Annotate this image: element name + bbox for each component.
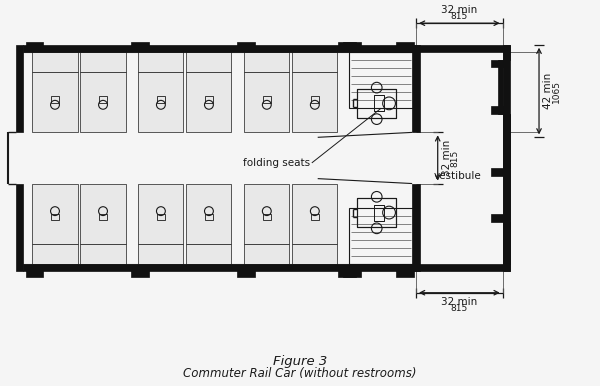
Bar bbox=[503, 114, 509, 168]
Bar bbox=[80, 52, 125, 72]
Text: 815: 815 bbox=[451, 12, 468, 21]
Bar bbox=[374, 205, 383, 220]
Bar bbox=[343, 42, 361, 51]
Bar bbox=[157, 214, 165, 220]
Bar bbox=[503, 52, 509, 59]
Bar bbox=[498, 59, 503, 114]
Bar bbox=[412, 45, 420, 132]
Bar bbox=[51, 214, 59, 220]
Bar bbox=[263, 96, 271, 103]
Text: Commuter Rail Car (without restrooms): Commuter Rail Car (without restrooms) bbox=[183, 367, 417, 380]
Bar bbox=[343, 268, 361, 277]
Text: 42 min: 42 min bbox=[543, 73, 553, 109]
Bar bbox=[311, 214, 319, 220]
Bar bbox=[32, 244, 77, 264]
Bar bbox=[244, 244, 289, 264]
Bar bbox=[374, 95, 383, 111]
Bar bbox=[205, 214, 213, 220]
Text: 32 min: 32 min bbox=[442, 140, 452, 176]
Bar bbox=[131, 268, 149, 277]
Bar bbox=[26, 268, 43, 277]
Bar bbox=[99, 214, 107, 220]
Bar bbox=[16, 184, 23, 271]
Bar bbox=[32, 184, 77, 244]
Bar bbox=[397, 268, 414, 277]
Bar bbox=[416, 45, 509, 52]
Bar bbox=[292, 244, 337, 264]
Bar bbox=[412, 184, 420, 271]
Text: 815: 815 bbox=[451, 303, 468, 313]
Bar bbox=[503, 45, 509, 271]
Text: Figure 3: Figure 3 bbox=[273, 355, 327, 368]
Bar bbox=[349, 52, 413, 108]
Text: vestibule: vestibule bbox=[434, 171, 482, 181]
Bar bbox=[357, 89, 396, 118]
Bar bbox=[16, 45, 23, 132]
Bar bbox=[397, 42, 414, 51]
Text: folding seats: folding seats bbox=[243, 158, 310, 168]
Bar bbox=[503, 114, 509, 264]
Text: 815: 815 bbox=[451, 149, 460, 167]
Bar bbox=[338, 42, 356, 51]
Bar bbox=[80, 244, 125, 264]
Bar bbox=[32, 52, 77, 72]
Bar bbox=[51, 96, 59, 103]
Bar bbox=[338, 268, 356, 277]
Bar bbox=[292, 52, 337, 72]
Bar bbox=[416, 264, 509, 271]
Bar bbox=[139, 184, 184, 244]
Bar bbox=[244, 52, 289, 72]
Bar bbox=[238, 42, 255, 51]
Bar bbox=[131, 42, 149, 51]
Text: 32 min: 32 min bbox=[441, 5, 478, 15]
Bar bbox=[139, 52, 184, 72]
Bar bbox=[187, 72, 232, 132]
Bar bbox=[205, 96, 213, 103]
Bar bbox=[244, 72, 289, 132]
Bar bbox=[357, 89, 396, 118]
Bar bbox=[26, 42, 43, 51]
Bar bbox=[491, 214, 503, 222]
Bar bbox=[263, 214, 271, 220]
Bar bbox=[139, 244, 184, 264]
Text: 1065: 1065 bbox=[552, 80, 561, 103]
Bar bbox=[292, 72, 337, 132]
Text: 32 min: 32 min bbox=[441, 297, 478, 306]
Bar bbox=[491, 106, 503, 114]
Bar bbox=[23, 264, 416, 271]
Bar bbox=[32, 72, 77, 132]
Bar bbox=[139, 72, 184, 132]
Bar bbox=[357, 198, 396, 227]
Bar bbox=[244, 184, 289, 244]
Bar bbox=[503, 222, 509, 264]
Bar bbox=[349, 208, 413, 264]
Bar bbox=[80, 72, 125, 132]
Bar bbox=[99, 96, 107, 103]
Bar bbox=[23, 45, 416, 52]
Bar bbox=[157, 96, 165, 103]
Bar bbox=[187, 52, 232, 72]
Bar bbox=[187, 184, 232, 244]
Bar bbox=[357, 198, 396, 227]
Bar bbox=[491, 59, 503, 68]
Bar bbox=[238, 268, 255, 277]
Bar bbox=[491, 168, 503, 176]
Bar bbox=[311, 96, 319, 103]
Bar bbox=[292, 184, 337, 244]
Bar bbox=[80, 184, 125, 244]
Bar bbox=[187, 244, 232, 264]
